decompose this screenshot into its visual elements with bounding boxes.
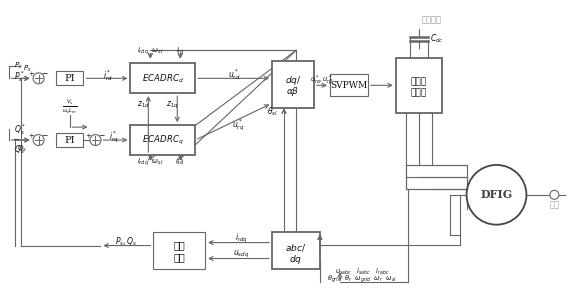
Circle shape <box>550 190 559 199</box>
Text: PI: PI <box>64 135 75 145</box>
Text: $i_{sd}$: $i_{sd}$ <box>176 157 185 167</box>
Text: $u_{sabc}$   $i_{sabc}$   $i_{rabc}$: $u_{sabc}$ $i_{sabc}$ $i_{rabc}$ <box>335 266 389 277</box>
Text: −: − <box>41 132 48 140</box>
Text: $ECADRC_d$: $ECADRC_d$ <box>142 72 184 85</box>
Text: $Q_s$: $Q_s$ <box>17 144 27 154</box>
Text: $u^*_{rd}$: $u^*_{rd}$ <box>228 67 240 82</box>
Circle shape <box>33 73 44 84</box>
Text: $i^*_{rq}$: $i^*_{rq}$ <box>109 129 118 145</box>
Text: SVPWM: SVPWM <box>330 81 367 90</box>
Bar <box>130 63 195 93</box>
Text: 功率: 功率 <box>173 241 185 250</box>
Text: 转子侧: 转子侧 <box>411 78 427 87</box>
Bar <box>153 231 205 269</box>
Bar <box>55 133 84 147</box>
Text: 计算: 计算 <box>173 253 185 262</box>
Bar <box>272 62 314 108</box>
Text: $ECADRC_q$: $ECADRC_q$ <box>142 134 184 147</box>
Bar <box>130 125 195 155</box>
Text: $\frac{V_s}{\omega_e L_m}$: $\frac{V_s}{\omega_e L_m}$ <box>62 98 77 116</box>
Text: +: + <box>29 132 34 140</box>
Text: −: − <box>11 136 18 144</box>
Text: $z_{1d}$: $z_{1d}$ <box>137 100 150 111</box>
Text: PI: PI <box>64 74 75 83</box>
Text: −: − <box>98 132 105 140</box>
Text: DFIG: DFIG <box>480 189 513 200</box>
Bar <box>330 74 368 96</box>
Bar <box>396 58 442 113</box>
Text: $P_s^*$: $P_s^*$ <box>14 69 25 84</box>
Text: $dq/$: $dq/$ <box>285 74 301 87</box>
Text: $i_{rdq}\ \ \omega_{sl}$: $i_{rdq}\ \ \omega_{sl}$ <box>137 156 164 168</box>
Text: $P_s, Q_s$: $P_s, Q_s$ <box>116 235 137 248</box>
Text: $z_{1q}$: $z_{1q}$ <box>166 100 178 111</box>
Text: $i^*_{rd}$: $i^*_{rd}$ <box>102 68 112 83</box>
Circle shape <box>33 135 44 145</box>
Text: $C_{dc}$: $C_{dc}$ <box>430 32 443 45</box>
Text: 直流环节: 直流环节 <box>422 17 442 25</box>
Bar <box>55 72 84 85</box>
Text: +: + <box>86 132 92 140</box>
Text: 变流器: 变流器 <box>411 89 427 98</box>
Text: $i_{rq}$: $i_{rq}$ <box>176 46 185 57</box>
Text: $i_{rdq}\ \ \omega_{sl}$: $i_{rdq}\ \ \omega_{sl}$ <box>137 46 164 57</box>
Text: $\theta_{grid}$  $\theta_r$  $\omega_{grid}$  $\omega_r$  $\omega_{sl}$: $\theta_{grid}$ $\theta_r$ $\omega_{grid… <box>327 274 397 285</box>
Text: $u^*_{rq}$: $u^*_{rq}$ <box>232 117 244 133</box>
Text: $i_{rdq}$: $i_{rdq}$ <box>235 232 248 245</box>
Text: $\theta_{sl}$: $\theta_{sl}$ <box>267 106 278 118</box>
Text: 电网: 电网 <box>549 202 559 210</box>
Bar <box>272 231 320 269</box>
Text: $P_s$: $P_s$ <box>23 64 32 75</box>
Text: $Q_s^*$: $Q_s^*$ <box>14 122 26 137</box>
Text: $u^*_{r\alpha},u^*_{r\beta}$: $u^*_{r\alpha},u^*_{r\beta}$ <box>310 73 333 88</box>
Text: $abc/$: $abc/$ <box>285 242 307 253</box>
Text: $\alpha\beta$: $\alpha\beta$ <box>286 85 300 98</box>
Circle shape <box>90 135 101 145</box>
Text: −: − <box>41 70 48 78</box>
Circle shape <box>467 165 526 225</box>
Text: +: + <box>29 70 34 78</box>
Text: $dq$: $dq$ <box>289 253 303 266</box>
Text: $P_s$: $P_s$ <box>14 61 22 72</box>
Text: $Q_s$: $Q_s$ <box>14 144 25 156</box>
Text: $u_{sdq}$: $u_{sdq}$ <box>233 249 249 260</box>
